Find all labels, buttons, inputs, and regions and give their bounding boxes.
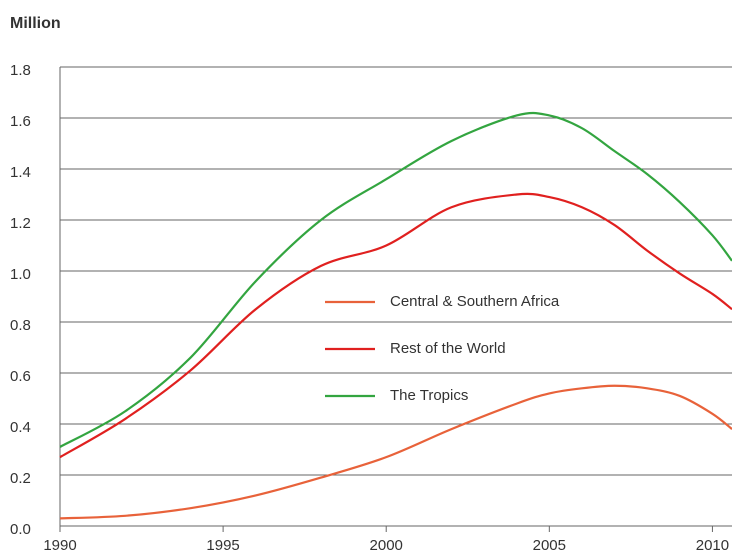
x-tick-label: 1995 bbox=[206, 537, 239, 552]
x-tick-label: 2005 bbox=[533, 537, 566, 552]
y-tick-label: 0.6 bbox=[10, 368, 31, 385]
y-tick-label: 1.4 bbox=[10, 164, 31, 181]
x-tick-label: 1990 bbox=[43, 537, 76, 552]
y-tick-label: 0.0 bbox=[10, 521, 31, 538]
legend-label: Rest of the World bbox=[390, 340, 506, 357]
legend-label: Central & Southern Africa bbox=[390, 293, 560, 310]
series-line bbox=[59, 192, 732, 459]
y-tick-label: 0.4 bbox=[10, 419, 31, 436]
x-tick-label: 2010 bbox=[696, 537, 729, 552]
y-tick-label: 1.2 bbox=[10, 215, 31, 232]
y-tick-label: 0.2 bbox=[10, 470, 31, 487]
y-tick-label: 0.8 bbox=[10, 317, 31, 334]
x-tick-label: 2000 bbox=[370, 537, 403, 552]
series-line bbox=[59, 384, 732, 520]
y-axis-label: Million bbox=[10, 15, 61, 32]
y-tick-label: 1.6 bbox=[10, 113, 31, 130]
y-tick-label: 1.8 bbox=[10, 62, 31, 79]
legend-label: The Tropics bbox=[390, 387, 468, 404]
series-line bbox=[59, 111, 732, 448]
y-tick-label: 1.0 bbox=[10, 266, 31, 283]
